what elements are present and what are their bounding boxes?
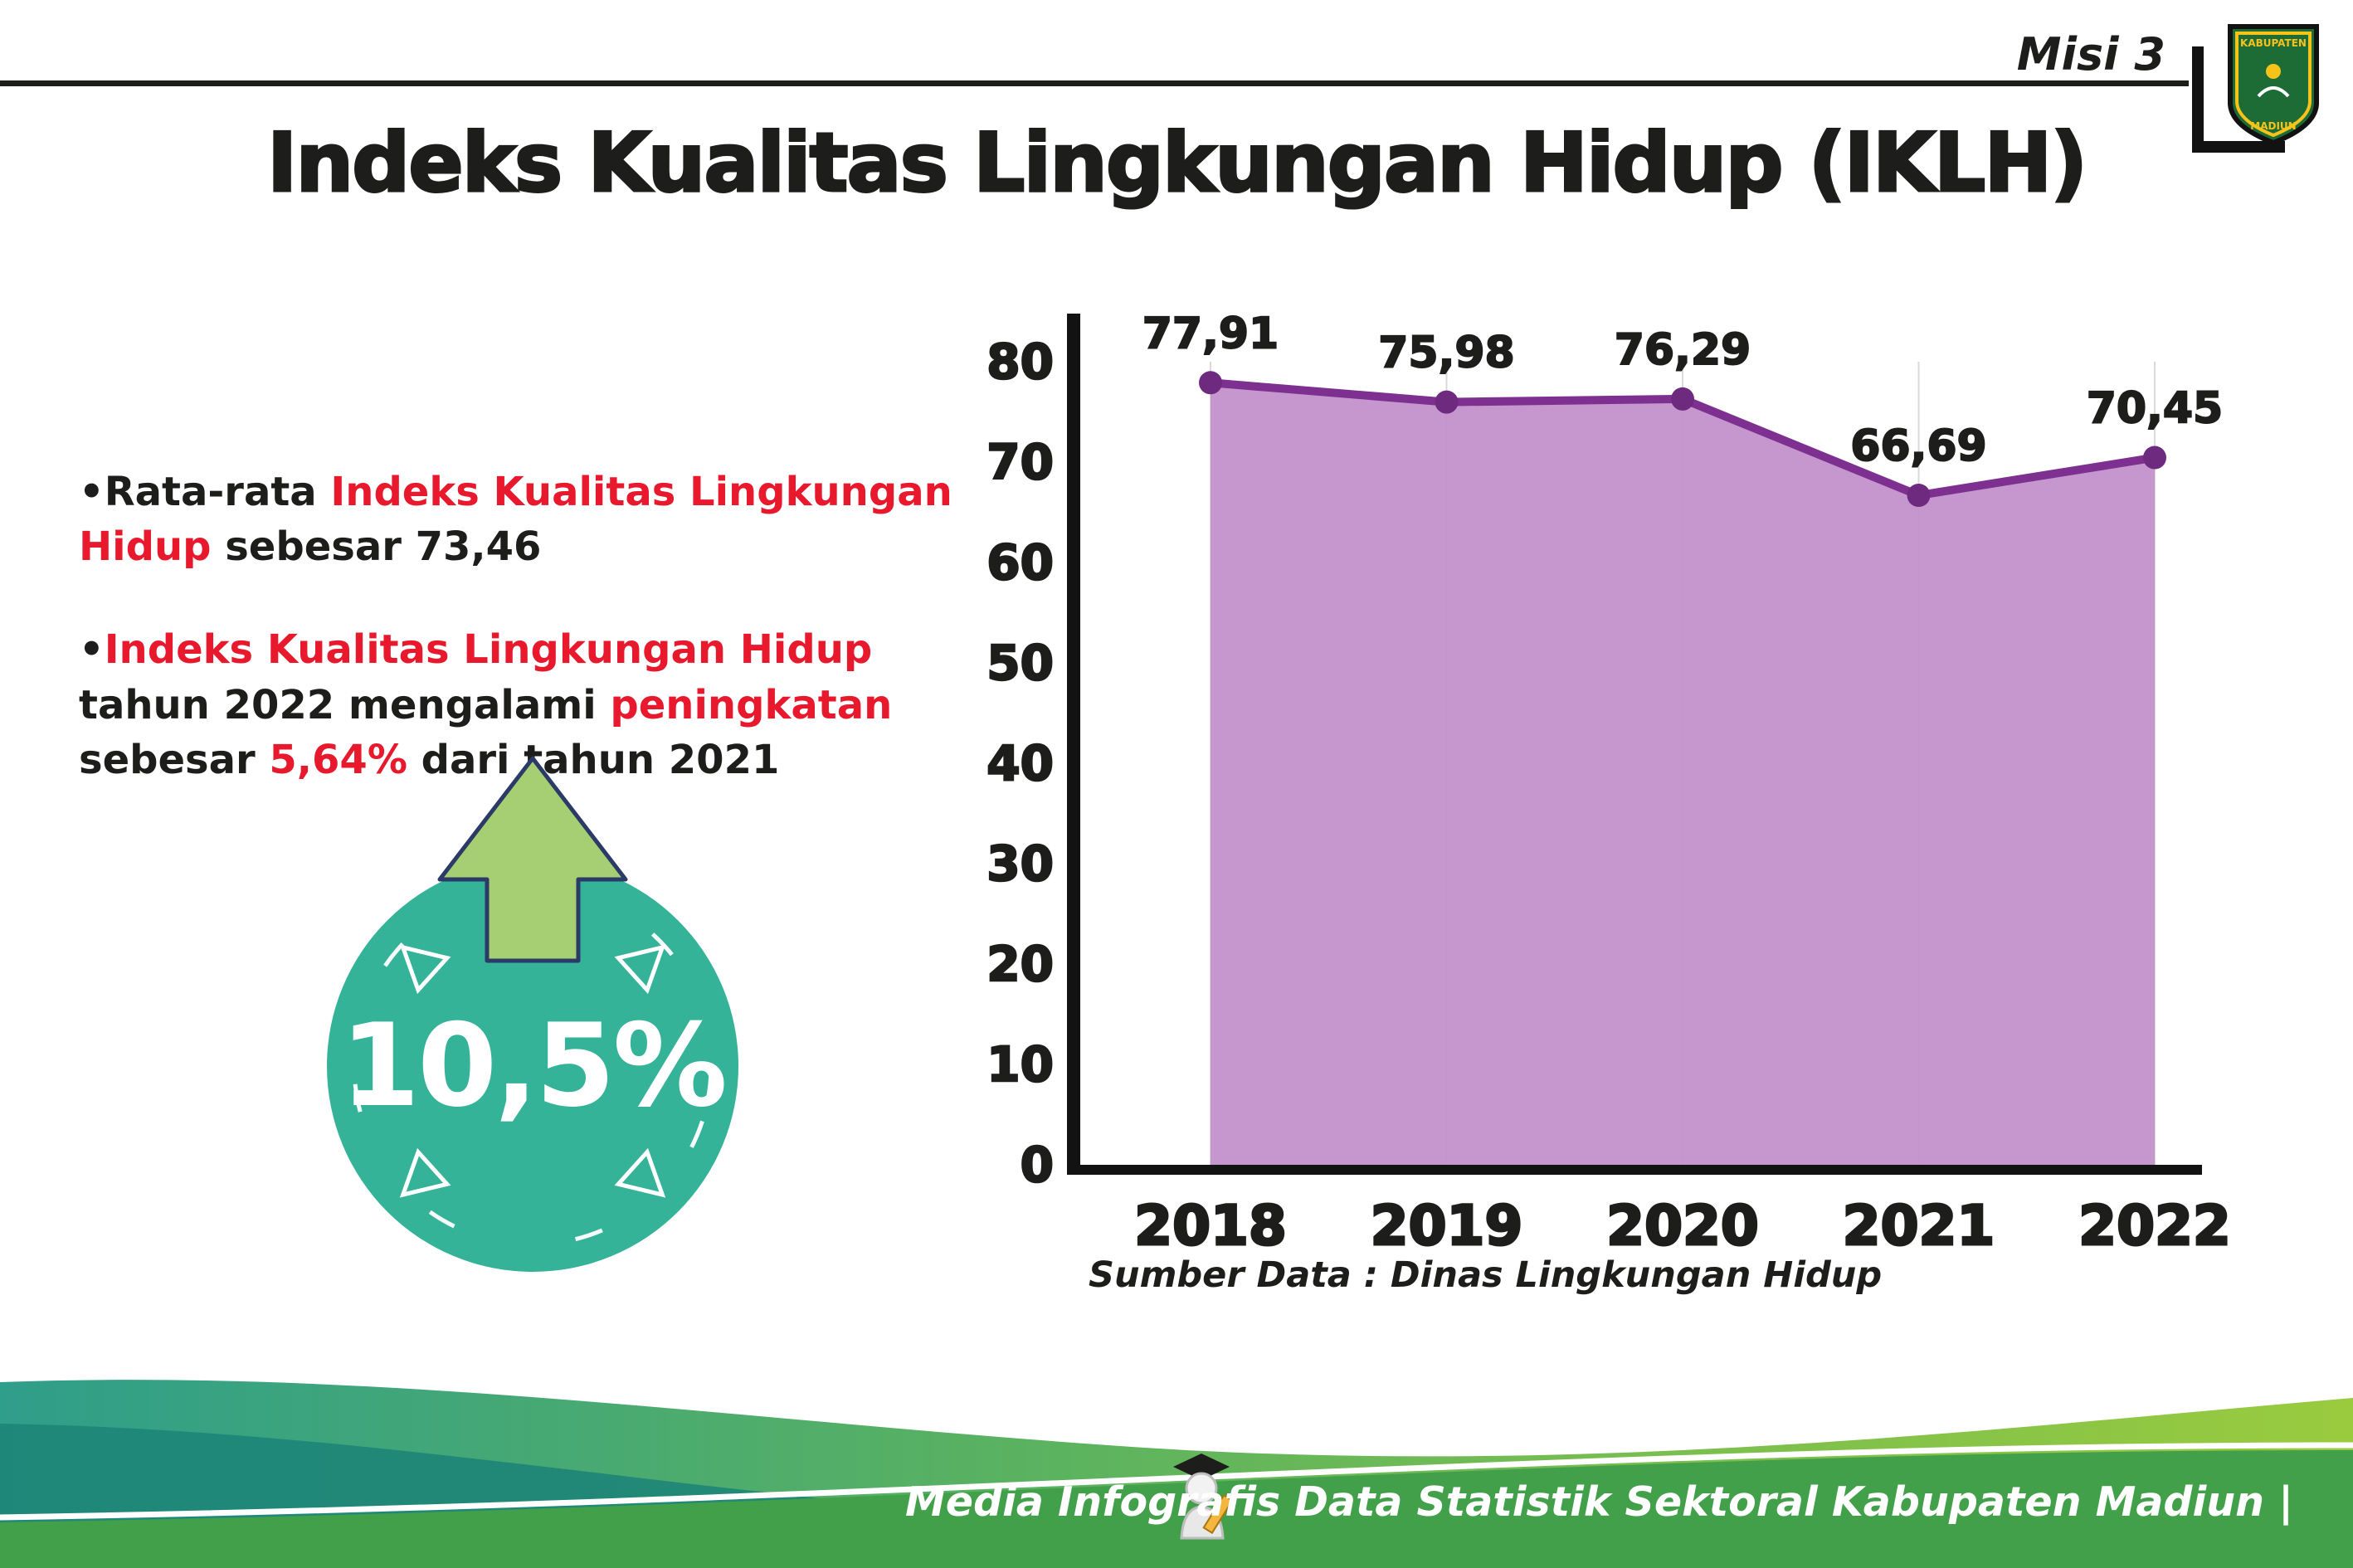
badge-tick-triangles [399,944,666,1198]
bullet-text: sebesar [79,736,270,783]
area-series [1211,382,2155,1165]
header-rule [0,80,2189,86]
kabupaten-madiun-logo: KABUPATEN MADIUN [2192,24,2319,153]
footer-wave [0,1380,2353,1568]
y-tick-label: 20 [987,936,1054,992]
pencil-icon [1202,1493,1234,1535]
x-axis [1067,1165,2202,1175]
value-label: 66,69 [1850,421,1986,471]
bullet-text: Rata-rata [104,469,331,515]
data-point [2143,446,2166,470]
y-tick-label: 10 [987,1036,1054,1093]
triangle-icon [614,944,666,995]
logo-shield [2228,24,2319,146]
bullet-item-average: •Rata-rata Indeks Kualitas Lingkungan Hi… [79,465,979,574]
value-label: 70,45 [2087,384,2223,434]
y-tick-label: 60 [987,534,1054,591]
logo-shield-border [2235,32,2312,138]
y-tick-label: 0 [1021,1137,1054,1193]
bullet-item-increase: •Indeks Kualitas Lingkungan Hidup tahun … [79,622,979,787]
cap-tassel [1198,1455,1203,1472]
bullet-text: sebesar 73,46 [211,523,542,571]
value-label: 77,91 [1142,309,1279,358]
iklh-chart: 77,91 75,98 76,29 66,69 70,45 0 10 20 30 40 50 60 70… [986,308,2232,1259]
y-tick-label: 50 [987,635,1054,691]
data-point [1671,387,1694,411]
y-tick-label: 70 [987,434,1054,490]
x-tick-label: 2021 [1843,1194,1995,1258]
logo-frame-bottom [2192,141,2285,153]
data-point [1907,484,1931,508]
up-arrow-icon [437,756,628,963]
logo-star [2266,64,2281,79]
footer-credit: Media Infografis Data Statistik Sektoral… [905,1478,2293,1526]
bullet-text-highlight: peningkatan [610,681,893,728]
footer-wave-separator [0,1442,2353,1521]
bullet-text: tahun 2022 mengalami [79,681,611,728]
page-title: Indeks Kualitas Lingkungan Hidup (IKLH) [266,115,2088,212]
badge-percentage: 10,5% [340,999,725,1132]
y-axis [1067,314,1080,1175]
triangle-icon [399,1147,451,1198]
mascot-icon [1173,1454,1234,1540]
misi-label: Misi 3 [2016,28,2165,80]
logo-bottom-text: MADIUN [2250,120,2296,132]
data-point [1435,390,1459,414]
triangle-icon [399,944,451,995]
increase-badge: 10,5% [327,756,738,1272]
footer-band-green [0,1450,2353,1568]
y-tick-label: 80 [987,334,1054,390]
bullet-marker: • [79,469,105,515]
bullet-marker: • [79,626,105,674]
x-tick-label: 2022 [2078,1194,2231,1258]
bullet-text-highlight: Indeks Kualitas Lingkungan Hidup [104,626,873,674]
bullet-text: dari tahun 2021 [407,736,780,783]
mascot-head [1185,1472,1218,1505]
value-label: 76,29 [1615,325,1751,375]
x-tick-label: 2020 [1606,1194,1759,1258]
source-caption: Sumber Data : Dinas Lingkungan Hidup [1089,1254,1883,1296]
data-point [1199,371,1222,395]
triangle-icon [614,1147,666,1198]
value-label: 75,98 [1378,329,1514,378]
x-tick-label: 2018 [1134,1194,1287,1258]
badge-circle [327,860,738,1272]
logo-frame-left [2192,46,2204,153]
logo-top-text: KABUPATEN [2240,37,2307,49]
y-tick-label: 40 [987,735,1054,791]
y-tick-label: 30 [987,835,1054,892]
x-tick-label: 2019 [1371,1194,1523,1258]
bullet-text-highlight: Indeks Kualitas Lingkungan Hidup [79,469,952,571]
bullet-text-highlight: 5,64% [269,736,407,783]
logo-emblem [2257,86,2290,98]
bullet-list: •Rata-rata Indeks Kualitas Lingkungan Hi… [79,465,979,835]
